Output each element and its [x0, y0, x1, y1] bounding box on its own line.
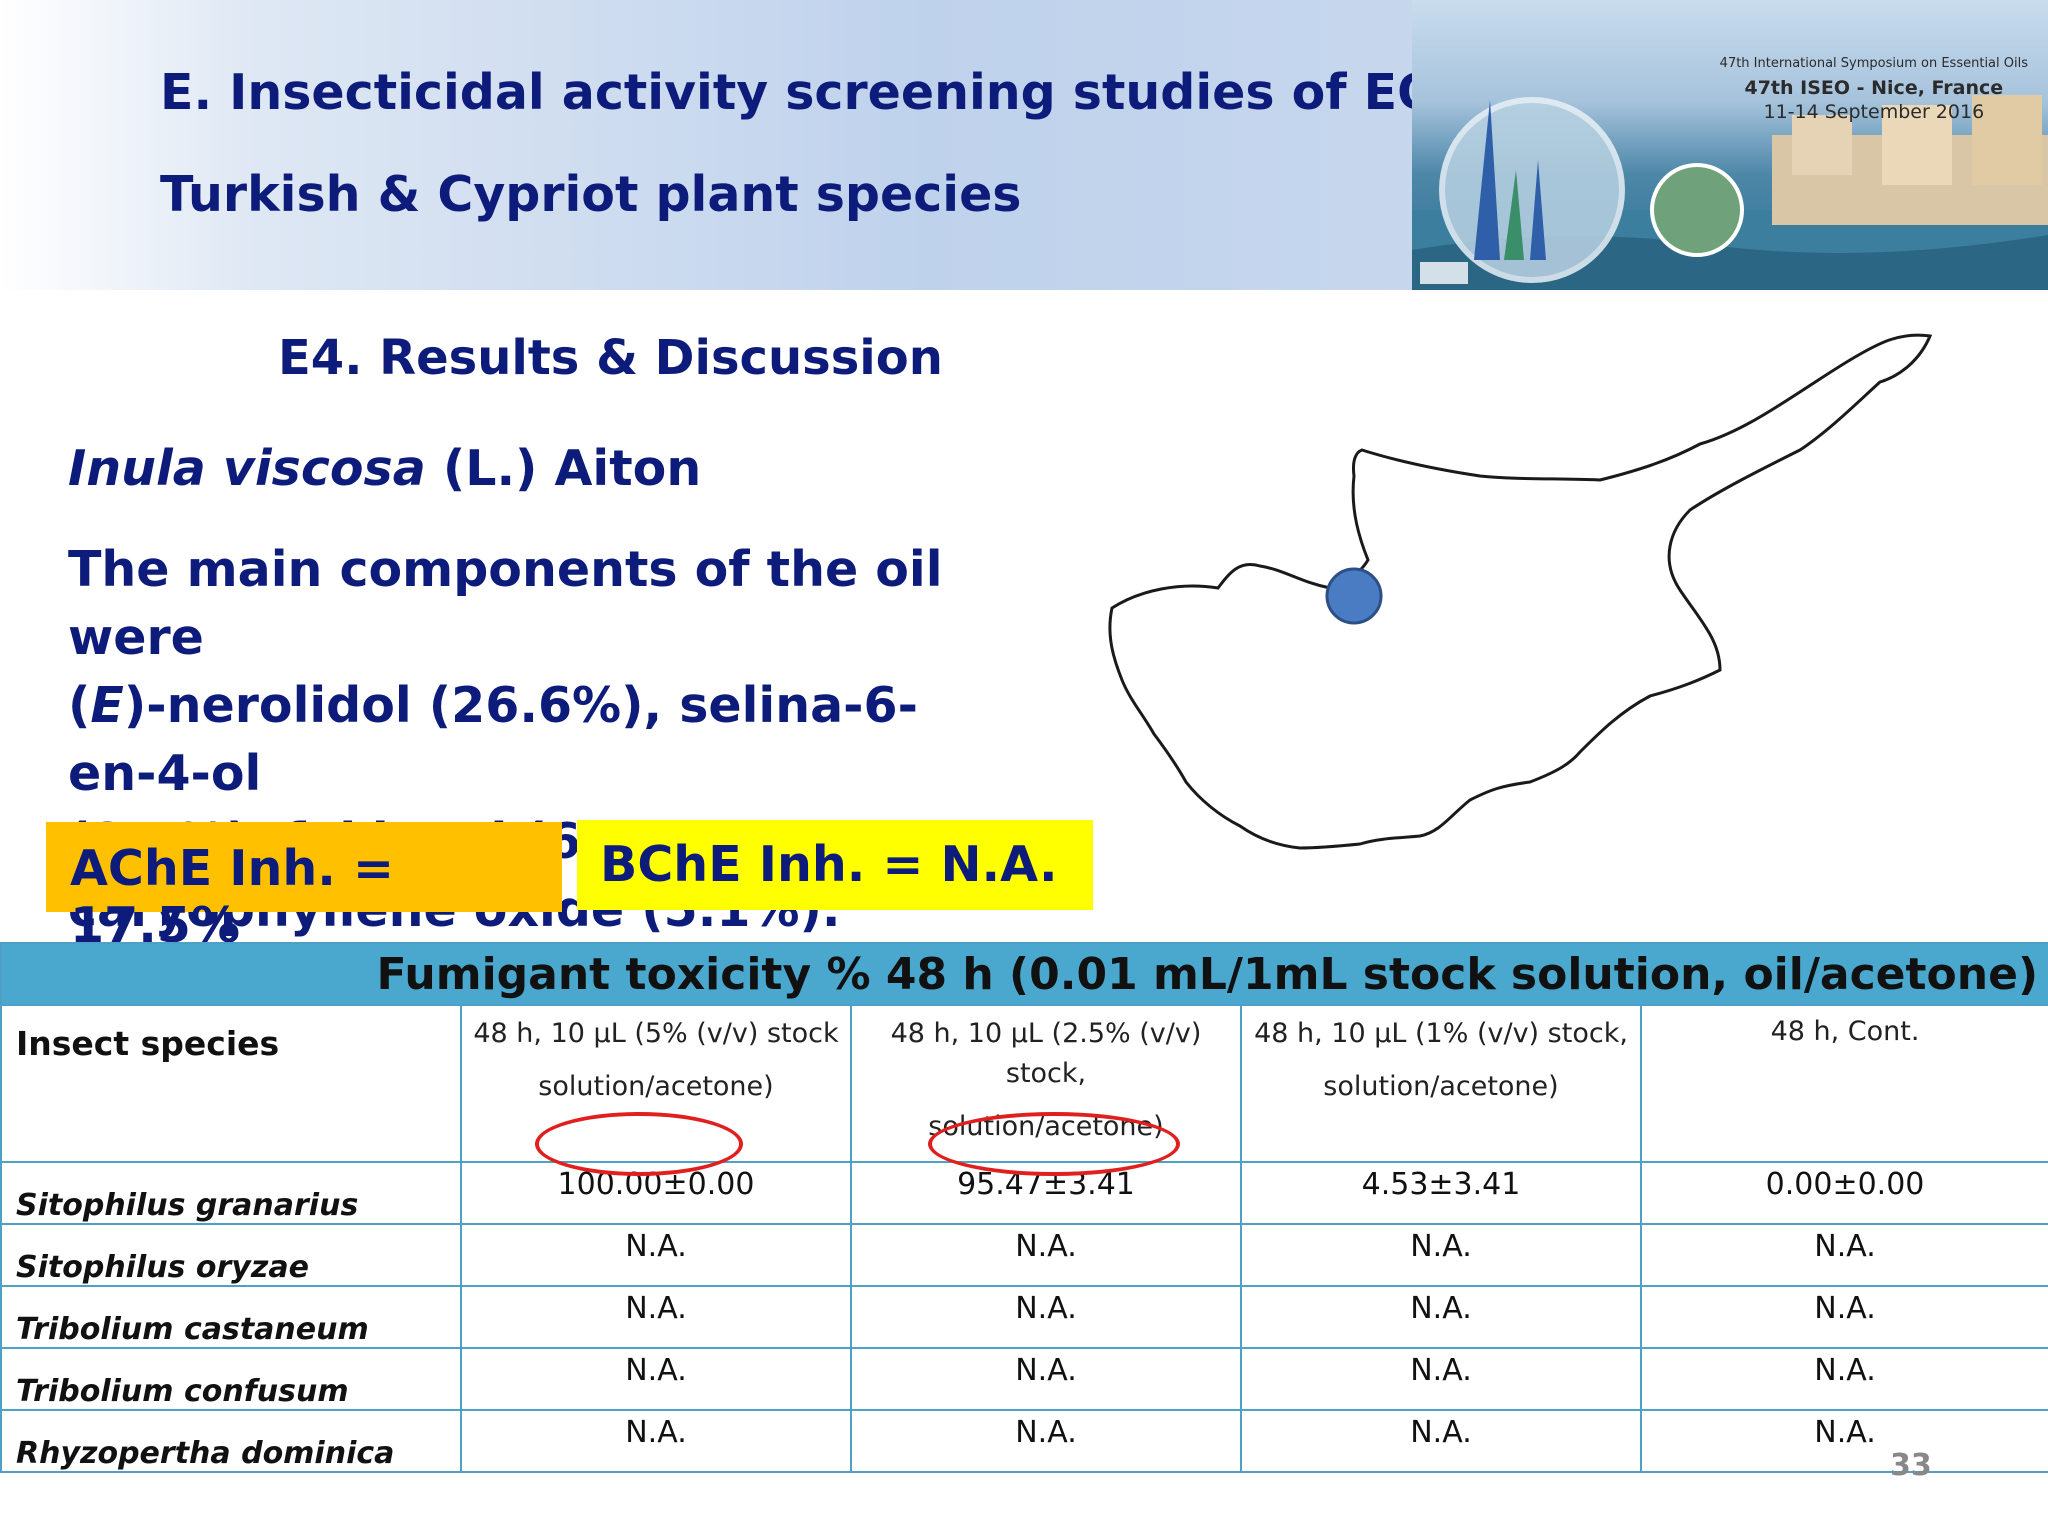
conference-banner-image: 47th International Symposium on Essentia…	[1412, 0, 2048, 290]
bche-inhibition-box: BChE Inh. = N.A.	[577, 820, 1093, 910]
species-cell: Rhyzopertha dominica	[0, 1409, 462, 1473]
column-header-l1: 48 h, Cont.	[1770, 1016, 1920, 1047]
species-cell: Tribolium confusum	[0, 1347, 462, 1411]
banner-line1: 47th International Symposium on Essentia…	[1719, 56, 2028, 71]
desc-paren: (	[68, 677, 91, 734]
value-cell: N.A.	[1240, 1285, 1642, 1349]
column-header: 48 h, 10 µL (1% (v/v) stock, solution/ace…	[1240, 1004, 1642, 1163]
banner-text: 47th International Symposium on Essentia…	[1720, 52, 2028, 124]
desc-line2: (E)-nerolidol (26.6%), selina-6-en-4-ol	[68, 672, 968, 808]
value-cell: N.A.	[850, 1347, 1242, 1411]
slide-title-line1: E. Insecticidal activity screening studi…	[160, 64, 1587, 121]
value-cell: 4.53±3.41	[1240, 1161, 1642, 1225]
species-authority: (L.) Aiton	[442, 440, 702, 497]
table-row: Sitophilus oryzae N.A. N.A. N.A. N.A.	[0, 1223, 2048, 1287]
column-header-l2: solution/acetone)	[538, 1071, 774, 1102]
column-header-l1: 48 h, 10 µL (5% (v/v) stock	[473, 1018, 839, 1049]
banner-line2: 47th ISEO - Nice, France	[1744, 77, 2004, 99]
value-cell: 0.00±0.00	[1639, 1161, 2048, 1225]
column-header-l2: solution/acetone)	[1323, 1071, 1559, 1102]
table-title: Fumigant toxicity % 48 h (0.01 mL/1mL st…	[0, 942, 2048, 1006]
table-row: Tribolium confusum N.A. N.A. N.A. N.A.	[0, 1347, 2048, 1411]
value-cell: N.A.	[460, 1347, 852, 1411]
value-cell: N.A.	[1639, 1285, 2048, 1349]
value-cell: N.A.	[850, 1409, 1242, 1473]
table-row: Tribolium castaneum N.A. N.A. N.A. N.A.	[0, 1285, 2048, 1349]
highlight-circle	[928, 1112, 1180, 1176]
table-row: Rhyzopertha dominica N.A. N.A. N.A. N.A.	[0, 1409, 2048, 1473]
section-heading: E4. Results & Discussion	[278, 330, 943, 386]
slide-title-line2: Turkish & Cypriot plant species	[160, 166, 1022, 223]
desc-line2-rest: )-nerolidol (26.6%), selina-6-en-4-ol	[68, 677, 918, 802]
value-cell: N.A.	[460, 1223, 852, 1287]
highlight-circle	[535, 1112, 743, 1176]
value-cell: N.A.	[1639, 1409, 2048, 1473]
value-cell: N.A.	[460, 1285, 852, 1349]
desc-isomer: E	[90, 677, 124, 734]
species-cell: Sitophilus oryzae	[0, 1223, 462, 1287]
banner-artwork	[1412, 95, 2048, 290]
page-number: 33	[1890, 1448, 1932, 1483]
table-header-row: Insect species 48 h, 10 µL (5% (v/v) sto…	[0, 1004, 2048, 1163]
banner-line3: 11-14 September 2016	[1763, 101, 1985, 123]
fumigant-toxicity-table: Fumigant toxicity % 48 h (0.01 mL/1mL st…	[0, 942, 2048, 1473]
slide-header: E. Insecticidal activity screening studi…	[0, 0, 2048, 290]
value-cell: N.A.	[1639, 1223, 2048, 1287]
column-header-l1: 48 h, 10 µL (2.5% (v/v) stock,	[890, 1018, 1202, 1089]
value-cell: N.A.	[1240, 1409, 1642, 1473]
location-marker	[1325, 567, 1383, 625]
value-cell: N.A.	[850, 1223, 1242, 1287]
table-row: Sitophilus granarius 100.00±0.00 95.47±3…	[0, 1161, 2048, 1225]
desc-line1: The main components of the oil were	[68, 541, 943, 666]
column-header-l1: 48 h, 10 µL (1% (v/v) stock,	[1254, 1018, 1628, 1049]
column-header: 48 h, Cont.	[1639, 1004, 2048, 1163]
value-cell: N.A.	[460, 1409, 852, 1473]
value-cell: N.A.	[1639, 1347, 2048, 1411]
value-cell: N.A.	[850, 1285, 1242, 1349]
cyprus-outline	[1108, 333, 1933, 850]
value-cell: N.A.	[1240, 1223, 1642, 1287]
insect-species-header: Insect species	[0, 1004, 462, 1163]
species-cell: Tribolium castaneum	[0, 1285, 462, 1349]
species-cell: Sitophilus granarius	[0, 1161, 462, 1225]
ache-inhibition-box: AChE Inh. = 17.5%	[46, 822, 562, 954]
species-latin: Inula viscosa	[68, 440, 426, 497]
cyprus-map	[1108, 333, 1933, 850]
value-cell: N.A.	[1240, 1347, 1642, 1411]
species-name: Inula viscosa (L.) Aiton	[68, 440, 701, 497]
